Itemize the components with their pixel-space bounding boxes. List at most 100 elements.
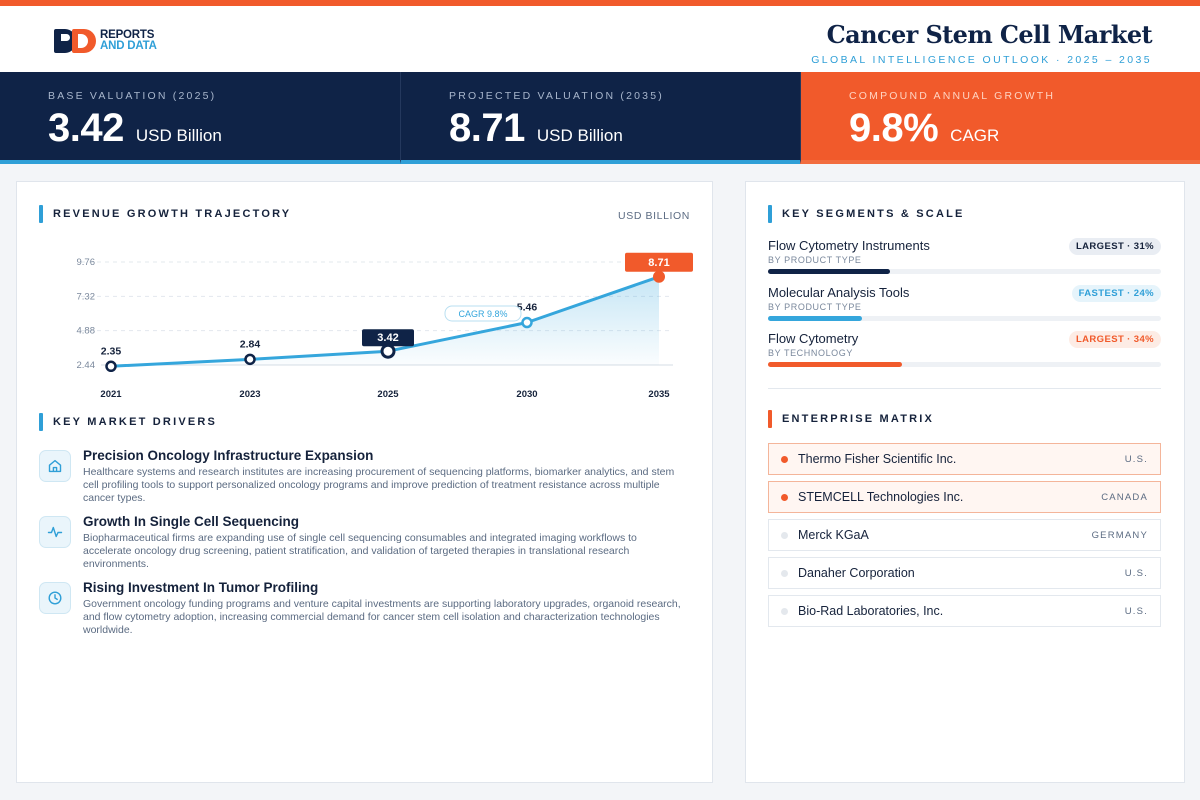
status-dot xyxy=(781,532,788,539)
enterprise-row[interactable]: Danaher Corporation U.S. xyxy=(768,557,1161,589)
data-point xyxy=(380,343,396,359)
data-point xyxy=(653,270,665,283)
segment-badge: FASTEST · 24% xyxy=(1071,284,1161,302)
enterprise-heading: ENTERPRISE MATRIX xyxy=(768,410,934,428)
value-label-box xyxy=(625,252,693,272)
kpi-unit: CAGR xyxy=(950,126,1000,145)
value-label-box xyxy=(362,329,414,347)
brand-line-1: REPORTS xyxy=(100,29,155,41)
area-fill xyxy=(111,276,659,367)
segment-bar-track xyxy=(768,315,1161,321)
driver-title: Growth In Single Cell Sequencing xyxy=(83,514,300,529)
driver-item: Rising Investment In Tumor Profiling Gov… xyxy=(39,580,689,646)
section-divider xyxy=(768,388,1161,389)
segment-category: BY TECHNOLOGY xyxy=(768,348,853,358)
driver-description: Government oncology funding programs and… xyxy=(83,598,681,636)
segment-bar-track xyxy=(768,362,1161,367)
value-label: 2.35 xyxy=(101,345,122,357)
status-dot xyxy=(781,608,788,615)
y-tick-label: 4.88 xyxy=(77,326,96,337)
enterprise-row[interactable]: Merck KGaA GERMANY xyxy=(768,519,1161,551)
segments-heading: KEY SEGMENTS & SCALE xyxy=(768,205,965,223)
segment-item: Flow Cytometry Instruments BY PRODUCT TY… xyxy=(768,238,1161,285)
enterprise-name: Thermo Fisher Scientific Inc. xyxy=(798,452,957,466)
kpi-base-valuation: BASE VALUATION (2025) 3.42 USD Billion xyxy=(0,72,400,164)
kpi-projected-valuation: PROJECTED VALUATION (2035) 8.71 USD Bill… xyxy=(400,72,800,164)
section-marker xyxy=(39,205,43,223)
enterprise-name: Danaher Corporation xyxy=(798,566,915,580)
x-tick-label: 2023 xyxy=(239,389,260,400)
data-point xyxy=(521,316,533,329)
status-dot xyxy=(781,456,788,463)
activity-icon xyxy=(39,516,71,548)
value-label: 2.84 xyxy=(240,338,261,350)
section-marker xyxy=(768,205,772,223)
brand-logo[interactable]: REPORTS AND DATA xyxy=(54,28,157,54)
right-panel: KEY SEGMENTS & SCALE Flow Cytometry Inst… xyxy=(745,181,1185,783)
section-marker xyxy=(768,410,772,428)
data-point xyxy=(244,353,256,366)
enterprise-row[interactable]: Bio-Rad Laboratories, Inc. U.S. xyxy=(768,595,1161,627)
y-tick-label: 7.32 xyxy=(77,291,96,302)
driver-title: Precision Oncology Infrastructure Expans… xyxy=(83,448,374,463)
page-title: Cancer Stem Cell Market xyxy=(826,20,1153,49)
value-label: 5.46 xyxy=(517,302,538,314)
kpi-unit: USD Billion xyxy=(536,126,623,145)
section-title: REVENUE GROWTH TRAJECTORY xyxy=(53,208,292,220)
x-tick-label: 2030 xyxy=(516,389,537,400)
section-title: KEY SEGMENTS & SCALE xyxy=(782,208,965,220)
trajectory-heading: REVENUE GROWTH TRAJECTORY xyxy=(39,205,291,223)
enterprise-name: Bio-Rad Laboratories, Inc. xyxy=(798,604,944,618)
enterprise-row[interactable]: Thermo Fisher Scientific Inc. U.S. xyxy=(768,443,1161,475)
enterprise-name: Merck KGaA xyxy=(798,528,869,542)
status-dot xyxy=(781,494,788,501)
drivers-heading: KEY MARKET DRIVERS xyxy=(39,413,217,431)
logo-mark-icon xyxy=(54,29,96,53)
enterprise-name: STEMCELL Technologies Inc. xyxy=(798,490,964,504)
section-marker xyxy=(39,413,43,431)
section-title: ENTERPRISE MATRIX xyxy=(782,413,935,425)
left-panel: REVENUE GROWTH TRAJECTORY USD BILLION 2.… xyxy=(16,181,713,783)
segment-category: BY PRODUCT TYPE xyxy=(768,301,862,312)
driver-item: Precision Oncology Infrastructure Expans… xyxy=(39,448,689,514)
segment-name: Flow Cytometry xyxy=(768,331,859,346)
enterprise-list: Thermo Fisher Scientific Inc. U.S. STEMC… xyxy=(768,443,1161,633)
enterprise-country: GERMANY xyxy=(1091,530,1148,541)
section-title: KEY MARKET DRIVERS xyxy=(53,416,218,428)
kpi-value: 9.8% xyxy=(849,106,939,150)
y-tick-label: 9.76 xyxy=(77,257,96,268)
brand-line-2: AND DATA xyxy=(100,40,157,52)
enterprise-country: U.S. xyxy=(1124,606,1148,617)
driver-title: Rising Investment In Tumor Profiling xyxy=(83,580,319,595)
kpi-band: BASE VALUATION (2025) 3.42 USD Billion P… xyxy=(0,72,1200,164)
cagr-pill xyxy=(444,305,522,322)
status-dot xyxy=(781,570,788,577)
segment-badge: LARGEST · 34% xyxy=(1068,331,1161,348)
y-tick-label: 2.44 xyxy=(77,360,96,371)
enterprise-row[interactable]: STEMCELL Technologies Inc. CANADA xyxy=(768,481,1161,513)
kpi-cagr: COMPOUND ANNUAL GROWTH 9.8% CAGR xyxy=(800,72,1200,164)
enterprise-country: U.S. xyxy=(1124,454,1148,465)
value-label: 3.42 xyxy=(377,332,398,344)
kpi-label: BASE VALUATION (2025) xyxy=(48,90,217,102)
segment-bar-fill xyxy=(768,315,863,321)
segment-bar-track xyxy=(768,269,1161,274)
driver-description: Healthcare systems and research institut… xyxy=(83,466,675,504)
kpi-label: COMPOUND ANNUAL GROWTH xyxy=(849,90,1056,102)
segment-badge: LARGEST · 31% xyxy=(1068,238,1161,255)
segment-item: Flow Cytometry BY TECHNOLOGY LARGEST · 3… xyxy=(768,331,1161,378)
enterprise-country: CANADA xyxy=(1101,492,1148,503)
segment-bar-fill xyxy=(768,269,890,274)
x-tick-label: 2021 xyxy=(100,389,122,400)
segment-category: BY PRODUCT TYPE xyxy=(768,255,862,265)
kpi-unit: USD Billion xyxy=(135,126,222,145)
kpi-value: 3.42 xyxy=(48,106,124,150)
page-header: REPORTS AND DATA Cancer Stem Cell Market… xyxy=(0,6,1200,72)
clock-icon xyxy=(39,582,71,614)
value-label: 8.71 xyxy=(648,257,669,269)
kpi-label: PROJECTED VALUATION (2035) xyxy=(449,90,664,102)
top-accent-stripe xyxy=(0,0,1200,6)
home-icon xyxy=(39,450,71,482)
segment-name: Molecular Analysis Tools xyxy=(768,284,910,300)
page-subtitle: GLOBAL INTELLIGENCE OUTLOOK · 2025 – 203… xyxy=(811,54,1152,66)
